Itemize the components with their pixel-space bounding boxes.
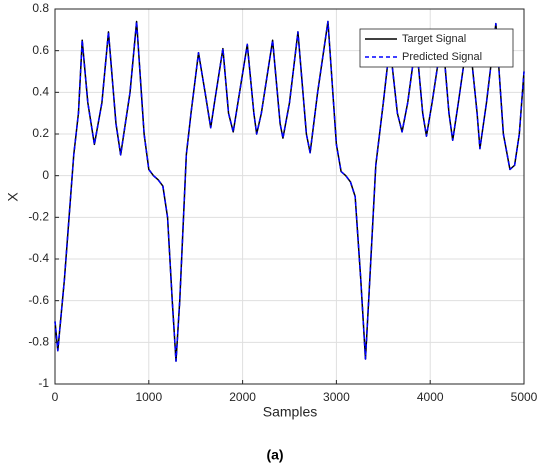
series-line bbox=[54, 20, 525, 362]
y-tick-label: -1 bbox=[38, 376, 49, 390]
y-tick-label: 0.8 bbox=[32, 1, 49, 15]
y-tick-label: 0.4 bbox=[32, 85, 49, 99]
legend-label: Target Signal bbox=[402, 33, 466, 45]
series-line bbox=[54, 20, 525, 362]
y-tick-label: 0 bbox=[42, 168, 49, 182]
y-tick-label: -0.4 bbox=[28, 251, 49, 265]
plot-frame bbox=[54, 8, 525, 385]
y-axis-label: X bbox=[5, 192, 21, 202]
x-tick-label: 5000 bbox=[511, 390, 538, 404]
y-tick-label: -0.8 bbox=[28, 335, 49, 349]
caption: (a) bbox=[266, 447, 283, 463]
y-tick-label: -0.6 bbox=[28, 293, 49, 307]
x-tick-label: 2000 bbox=[229, 390, 256, 404]
x-tick-label: 1000 bbox=[135, 390, 162, 404]
y-tick-label: 0.6 bbox=[32, 43, 49, 57]
legend-box bbox=[359, 28, 514, 68]
x-tick-label: 4000 bbox=[417, 390, 444, 404]
x-axis-label: Samples bbox=[263, 404, 317, 420]
y-tick-label: -0.2 bbox=[28, 210, 49, 224]
y-tick-label: 0.2 bbox=[32, 126, 49, 140]
x-tick-label: 0 bbox=[52, 390, 59, 404]
x-tick-label: 3000 bbox=[323, 390, 350, 404]
legend-label: Predicted Signal bbox=[402, 51, 482, 63]
